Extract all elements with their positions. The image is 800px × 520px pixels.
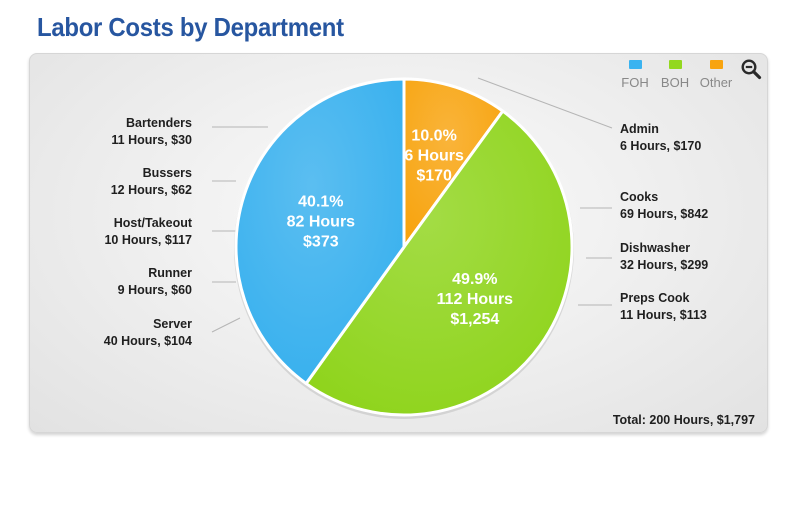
- slice-label-boh-percent: 49.9%: [452, 271, 497, 288]
- slice-label-boh-hours: 112 Hours: [437, 291, 514, 308]
- category-label-host-takeout: Host/Takeout 10 Hours, $117: [104, 215, 192, 249]
- legend-label-boh: BOH: [660, 75, 690, 90]
- zoom-out-icon[interactable]: [740, 58, 762, 80]
- legend-label-foh: FOH: [621, 75, 649, 90]
- category-detail: 40 Hours, $104: [103, 334, 192, 348]
- category-name: Admin: [620, 122, 659, 136]
- category-detail: 11 Hours, $113: [620, 308, 707, 322]
- slice-label-boh-cost: $1,254: [450, 311, 499, 328]
- category-name: Preps Cook: [620, 291, 690, 305]
- slice-label-other-percent: 10.0%: [411, 127, 456, 144]
- category-detail: 6 Hours, $170: [620, 139, 702, 153]
- legend-label-other: Other: [699, 75, 733, 90]
- category-label-bartenders: Bartenders 11 Hours, $30: [111, 115, 192, 149]
- category-name: Bartenders: [126, 116, 192, 130]
- category-name: Runner: [148, 266, 192, 280]
- category-name: Cooks: [620, 190, 659, 204]
- category-detail: 10 Hours, $117: [104, 233, 192, 247]
- pie-slice-foh[interactable]: [234, 77, 406, 386]
- category-detail: 69 Hours, $842: [620, 207, 709, 221]
- category-label-server: Server 40 Hours, $104: [104, 316, 192, 350]
- category-name: Dishwasher: [620, 241, 691, 255]
- legend-item-foh[interactable]: FOH: [612, 60, 658, 90]
- category-detail: 11 Hours, $30: [111, 133, 192, 147]
- legend-swatch-boh: [668, 60, 682, 69]
- category-detail: 12 Hours, $62: [110, 183, 192, 197]
- category-detail: 32 Hours, $299: [620, 258, 709, 272]
- category-name: Host/Takeout: [113, 216, 192, 230]
- slice-label-foh-cost: $373: [303, 233, 339, 250]
- slice-label-other-cost: $170: [416, 167, 452, 184]
- slice-label-foh-hours: 82 Hours: [287, 213, 356, 230]
- leader-admin: [477, 77, 613, 129]
- legend-swatch-foh: [628, 60, 642, 69]
- category-label-admin: Admin 6 Hours, $170: [620, 121, 701, 155]
- category-label-bussers: Bussers 12 Hours, $62: [111, 165, 192, 199]
- total-label: Total: 200 Hours, $1,797: [612, 413, 755, 427]
- legend-item-boh[interactable]: BOH: [652, 60, 698, 90]
- category-label-dishwasher: Dishwasher 32 Hours, $299: [620, 240, 708, 274]
- category-label-cooks: Cooks 69 Hours, $842: [620, 189, 708, 223]
- category-name: Server: [153, 317, 192, 331]
- leader-server: [211, 317, 241, 333]
- slice-label-foh-percent: 40.1%: [298, 193, 343, 210]
- page-title: Labor Costs by Department: [37, 12, 344, 42]
- legend-swatch-other: [709, 60, 723, 69]
- category-label-preps-cook: Preps Cook 11 Hours, $113: [620, 290, 707, 324]
- category-detail: 9 Hours, $60: [117, 283, 192, 297]
- pie-slice-boh[interactable]: [304, 109, 574, 417]
- category-label-runner: Runner 9 Hours, $60: [118, 265, 192, 299]
- category-name: Bussers: [142, 166, 192, 180]
- legend-item-other[interactable]: Other: [693, 60, 739, 90]
- pie-slice-other[interactable]: [402, 77, 505, 249]
- slice-label-other-hours: 6 Hours: [404, 147, 464, 164]
